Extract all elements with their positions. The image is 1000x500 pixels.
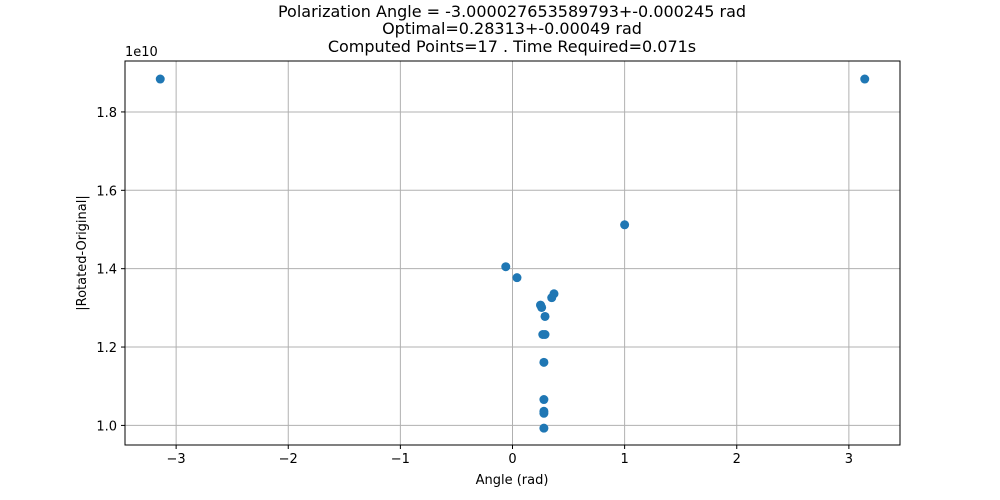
- y-offset-label: 1e10: [125, 45, 158, 60]
- y-tick-label: 1.8: [96, 106, 117, 121]
- y-tick-label: 1.4: [96, 263, 117, 278]
- chart-title-line-1: Polarization Angle = -3.000027653589793+…: [278, 2, 746, 21]
- x-tick-label: 1: [620, 452, 628, 467]
- x-tick-label: 3: [845, 452, 853, 467]
- y-tick-label: 1.2: [96, 341, 117, 356]
- x-tick-label: −1: [391, 452, 410, 467]
- y-tick-label: 1.6: [96, 184, 117, 199]
- x-tick-label: −2: [279, 452, 298, 467]
- data-point: [540, 311, 550, 321]
- data-point: [537, 302, 547, 312]
- data-point: [539, 423, 549, 433]
- grid-layer: [125, 61, 900, 445]
- data-point: [547, 293, 557, 303]
- chart-title-line-2: Optimal=0.28313+-0.00049 rad: [382, 19, 642, 38]
- tick-layer: −3 −2 −1 0 1 2 3 1.0 1.2 1.4 1.6 1.8: [96, 106, 853, 467]
- plot-frame: [124, 60, 901, 446]
- x-tick-label: −3: [167, 452, 186, 467]
- data-point: [620, 220, 630, 230]
- point-layer: [155, 74, 870, 433]
- y-axis-label: |Rotated-Original|: [75, 195, 90, 311]
- x-axis-label: Angle (rad): [476, 473, 549, 488]
- data-point: [539, 395, 549, 405]
- data-point: [501, 262, 511, 272]
- x-tick-label: 2: [733, 452, 741, 467]
- chart-title-line-3: Computed Points=17 . Time Required=0.071…: [328, 37, 696, 56]
- y-tick-label: 1.0: [96, 419, 117, 434]
- data-point: [860, 74, 870, 84]
- data-point: [155, 74, 165, 84]
- data-point: [539, 408, 549, 418]
- data-point: [540, 330, 550, 340]
- x-tick-label: 0: [508, 452, 516, 467]
- data-point: [539, 357, 549, 367]
- data-point: [512, 273, 522, 283]
